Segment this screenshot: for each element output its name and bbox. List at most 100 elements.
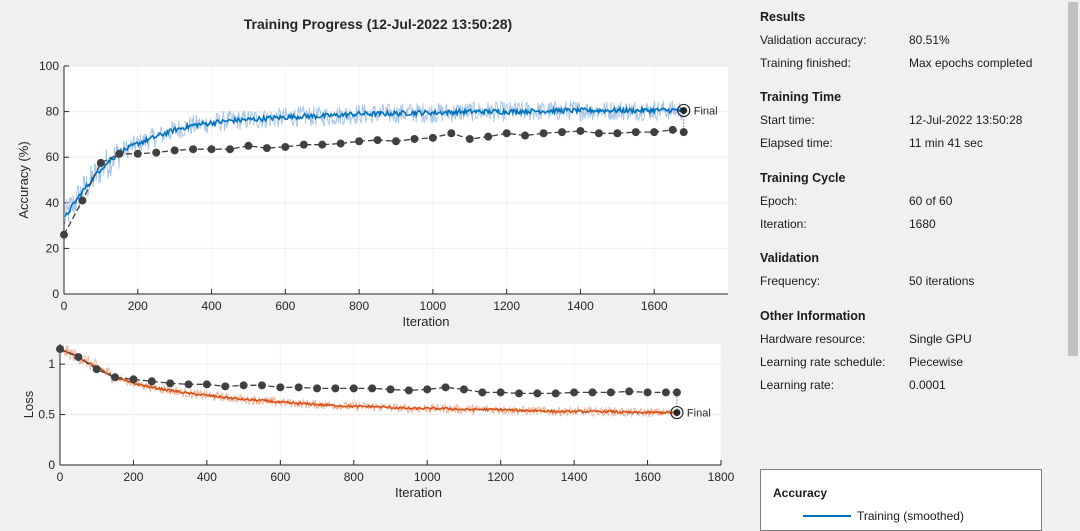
legend-entry-label: Training (smoothed) bbox=[857, 509, 964, 523]
final-marker-ring bbox=[670, 405, 684, 420]
training-time-heading: Training Time bbox=[760, 90, 842, 104]
validation-point bbox=[459, 385, 468, 394]
x-tick-label: 400 bbox=[202, 299, 222, 313]
x-tick-label: 1600 bbox=[634, 470, 661, 484]
validation-point bbox=[588, 388, 597, 397]
validation-point bbox=[207, 145, 216, 154]
validation-point bbox=[349, 384, 358, 393]
scrollbar-thumb[interactable] bbox=[1068, 2, 1078, 356]
accuracy-chart: 0 200 400 600 800 1000 1200 1400 1600 0 20 40 60 80 10… bbox=[16, 59, 728, 329]
results-heading: Results bbox=[760, 10, 806, 24]
x-tick-label: 200 bbox=[123, 470, 143, 484]
info-label: Learning rate schedule: bbox=[760, 355, 886, 369]
loss-chart: 0 200 400 600 800 1000 1200 1400 1600 1800 0 0.5 1 It… bbox=[21, 344, 735, 500]
validation-point bbox=[465, 134, 474, 143]
validation-point bbox=[423, 385, 432, 394]
validation-point bbox=[478, 388, 487, 397]
validation-point bbox=[368, 384, 377, 393]
frequency-value: 50 iterations bbox=[909, 274, 975, 288]
validation-point bbox=[373, 136, 382, 145]
training-plots: 0 200 400 600 800 1000 1200 1400 160002040608010… bbox=[16, 59, 735, 500]
info-label: Frequency: bbox=[760, 274, 821, 288]
y-axis-label: Accuracy (%) bbox=[16, 141, 31, 218]
validation-point bbox=[428, 133, 437, 142]
info-label: Hardware resource: bbox=[760, 332, 866, 346]
training-smoothed-line bbox=[59, 347, 677, 415]
validation-point bbox=[631, 128, 640, 137]
final-marker-point bbox=[680, 106, 688, 114]
x-tick-label: 1400 bbox=[567, 299, 594, 313]
validation-point bbox=[447, 129, 456, 138]
validation-point bbox=[410, 134, 419, 143]
iteration-value: 1680 bbox=[909, 217, 936, 231]
y-tick-label: 20 bbox=[46, 241, 60, 255]
validation-point bbox=[496, 388, 505, 397]
x-tick-label: 600 bbox=[270, 470, 290, 484]
training-smoothed-line bbox=[63, 104, 684, 218]
x-tick-label: 0 bbox=[61, 299, 68, 313]
validation-point bbox=[221, 382, 230, 391]
validation-point bbox=[170, 146, 179, 155]
x-tick-label: 1600 bbox=[641, 299, 668, 313]
legend-box: Accuracy Training (smoothed) bbox=[760, 469, 1042, 531]
x-tick-label: 800 bbox=[349, 299, 369, 313]
y-tick-label: 1 bbox=[48, 357, 55, 371]
info-label: Epoch: bbox=[760, 194, 798, 208]
final-marker-ring bbox=[677, 103, 691, 118]
validation-point bbox=[226, 145, 234, 154]
validation-point bbox=[276, 383, 285, 392]
validation-point bbox=[92, 365, 101, 374]
validation-point bbox=[184, 380, 193, 389]
final-marker-point bbox=[673, 409, 681, 417]
x-tick-label: 800 bbox=[344, 470, 364, 484]
x-axis-label: Iteration bbox=[403, 314, 450, 329]
validation-heading: Validation bbox=[760, 251, 820, 265]
validation-point bbox=[294, 383, 303, 392]
info-label: Start time: bbox=[760, 113, 815, 127]
y-tick-label: 0 bbox=[48, 458, 55, 472]
validation-point bbox=[166, 379, 175, 388]
info-label: Iteration: bbox=[760, 217, 807, 231]
validation-point bbox=[336, 139, 345, 148]
x-tick-label: 1800 bbox=[708, 470, 735, 484]
validation-point bbox=[96, 158, 105, 167]
info-label: Elapsed time: bbox=[760, 136, 833, 150]
validation-point bbox=[74, 353, 83, 362]
start-time-value: 12-Jul-2022 13:50:28 bbox=[909, 113, 1023, 127]
validation-point bbox=[558, 128, 566, 137]
validation-point bbox=[78, 196, 87, 205]
validation-point bbox=[643, 388, 652, 397]
legend-line-swatch bbox=[803, 515, 851, 517]
validation-point bbox=[318, 140, 327, 149]
validation-point bbox=[299, 140, 308, 149]
info-label: Training finished: bbox=[760, 56, 851, 70]
validation-point bbox=[533, 389, 542, 398]
validation-point bbox=[60, 230, 68, 239]
x-tick-label: 1200 bbox=[493, 299, 520, 313]
validation-point bbox=[281, 142, 290, 151]
validation-point bbox=[515, 389, 524, 398]
validation-point bbox=[441, 383, 450, 392]
final-label: Final bbox=[687, 408, 711, 420]
validation-point bbox=[147, 377, 156, 386]
vertical-scrollbar[interactable] bbox=[1066, 0, 1080, 520]
x-tick-label: 600 bbox=[275, 299, 295, 313]
x-tick-label: 1200 bbox=[487, 470, 514, 484]
validation-point bbox=[672, 388, 681, 397]
training-cycle-heading: Training Cycle bbox=[760, 171, 846, 185]
page-title: Training Progress (12-Jul-2022 13:50:28) bbox=[243, 16, 513, 32]
validation-point bbox=[111, 373, 120, 382]
legend-title: Accuracy bbox=[773, 486, 828, 500]
y-tick-label: 60 bbox=[46, 150, 60, 164]
validation-point bbox=[570, 388, 579, 397]
validation-point bbox=[244, 141, 253, 150]
y-axis-label: Loss bbox=[21, 390, 36, 418]
validation-point bbox=[484, 132, 493, 141]
validation-point bbox=[668, 125, 677, 134]
hardware-resource-value: Single GPU bbox=[909, 332, 972, 346]
validation-point bbox=[257, 381, 266, 390]
validation-point bbox=[539, 129, 548, 138]
validation-point bbox=[313, 384, 322, 393]
x-tick-label: 400 bbox=[197, 470, 217, 484]
validation-point bbox=[606, 388, 615, 397]
